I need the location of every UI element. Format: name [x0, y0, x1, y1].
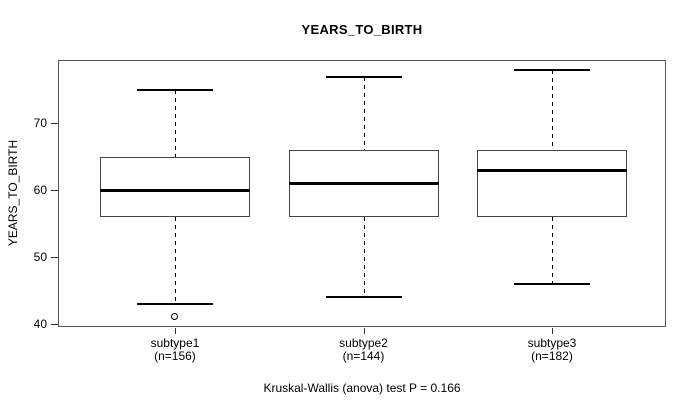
upper-whisker-cap — [136, 89, 213, 92]
y-axis-tick — [51, 123, 58, 125]
chart-title: YEARS_TO_BIRTH — [301, 22, 423, 37]
median-line — [288, 181, 439, 185]
x-axis-group-label: subtype1 (n=156) — [100, 337, 250, 363]
upper-whisker-line — [552, 70, 553, 151]
y-axis-tick-label: 50 — [33, 249, 47, 264]
y-axis-tick-label: 40 — [33, 316, 47, 331]
lower-whisker-line — [174, 216, 176, 304]
group-count: (n=156) — [154, 349, 196, 363]
x-axis-tick — [174, 328, 176, 334]
lower-whisker-cap — [325, 295, 402, 298]
lower-whisker-cap — [514, 282, 590, 285]
group-count: (n=144) — [342, 349, 385, 363]
median-line — [477, 168, 627, 172]
y-axis-tick — [51, 190, 58, 192]
y-axis-tick — [51, 256, 58, 258]
stat-test-caption: Kruskal-Wallis (anova) test P = 0.166 — [263, 381, 461, 395]
lower-whisker-cap — [136, 302, 213, 305]
group-name: subtype2 — [339, 336, 388, 350]
group-name: subtype1 — [150, 336, 200, 350]
iqr-box — [99, 156, 250, 217]
x-axis-tick — [363, 328, 365, 334]
y-axis-tick — [51, 323, 58, 325]
upper-whisker-cap — [325, 75, 402, 78]
group-name: subtype3 — [527, 336, 577, 350]
median-line — [99, 188, 250, 192]
y-axis-tick-label: 60 — [33, 183, 47, 198]
x-axis-group-label: subtype2 (n=144) — [289, 337, 439, 363]
x-axis-group-label: subtype3 (n=182) — [477, 337, 627, 363]
plot-frame — [58, 60, 666, 327]
lower-whisker-line — [363, 216, 365, 297]
upper-whisker-line — [174, 90, 176, 157]
y-axis-tick-label: 70 — [33, 116, 47, 131]
lower-whisker-line — [552, 216, 553, 284]
group-count: (n=182) — [531, 349, 573, 363]
iqr-box — [477, 150, 627, 217]
upper-whisker-cap — [514, 69, 590, 71]
upper-whisker-line — [363, 76, 365, 151]
x-axis-tick — [552, 328, 553, 334]
